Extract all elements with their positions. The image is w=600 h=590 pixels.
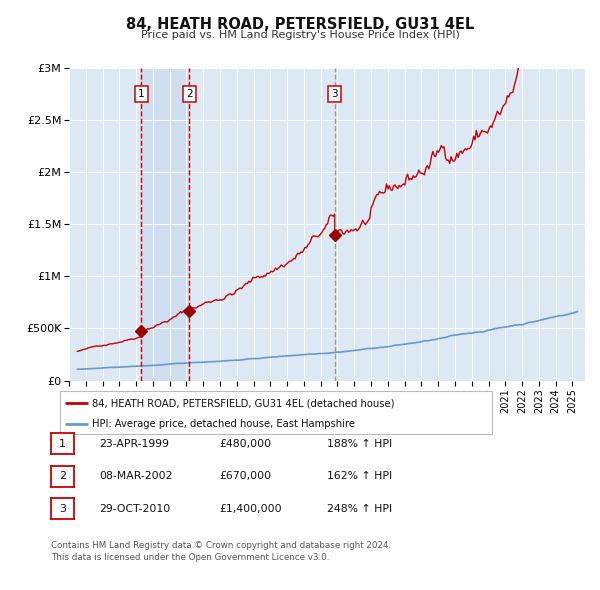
Text: 162% ↑ HPI: 162% ↑ HPI (327, 471, 392, 481)
Text: This data is licensed under the Open Government Licence v3.0.: This data is licensed under the Open Gov… (51, 553, 329, 562)
Text: 84, HEATH ROAD, PETERSFIELD, GU31 4EL: 84, HEATH ROAD, PETERSFIELD, GU31 4EL (126, 17, 474, 31)
Text: Price paid vs. HM Land Registry's House Price Index (HPI): Price paid vs. HM Land Registry's House … (140, 30, 460, 40)
Text: 08-MAR-2002: 08-MAR-2002 (99, 471, 173, 481)
Text: 3: 3 (59, 504, 66, 513)
Text: £1,400,000: £1,400,000 (219, 504, 281, 513)
Text: 29-OCT-2010: 29-OCT-2010 (99, 504, 170, 513)
Text: 248% ↑ HPI: 248% ↑ HPI (327, 504, 392, 513)
Text: 3: 3 (331, 89, 338, 99)
Text: 1: 1 (138, 89, 145, 99)
Text: 1: 1 (59, 439, 66, 448)
Text: £480,000: £480,000 (219, 439, 271, 448)
Text: 188% ↑ HPI: 188% ↑ HPI (327, 439, 392, 448)
Text: 23-APR-1999: 23-APR-1999 (99, 439, 169, 448)
Bar (142, 68, 190, 381)
Text: £670,000: £670,000 (219, 471, 271, 481)
Text: 2: 2 (186, 89, 193, 99)
Text: 2: 2 (59, 471, 66, 481)
Text: HPI: Average price, detached house, East Hampshire: HPI: Average price, detached house, East… (92, 419, 355, 430)
Text: 84, HEATH ROAD, PETERSFIELD, GU31 4EL (detached house): 84, HEATH ROAD, PETERSFIELD, GU31 4EL (d… (92, 398, 395, 408)
Text: Contains HM Land Registry data © Crown copyright and database right 2024.: Contains HM Land Registry data © Crown c… (51, 541, 391, 550)
